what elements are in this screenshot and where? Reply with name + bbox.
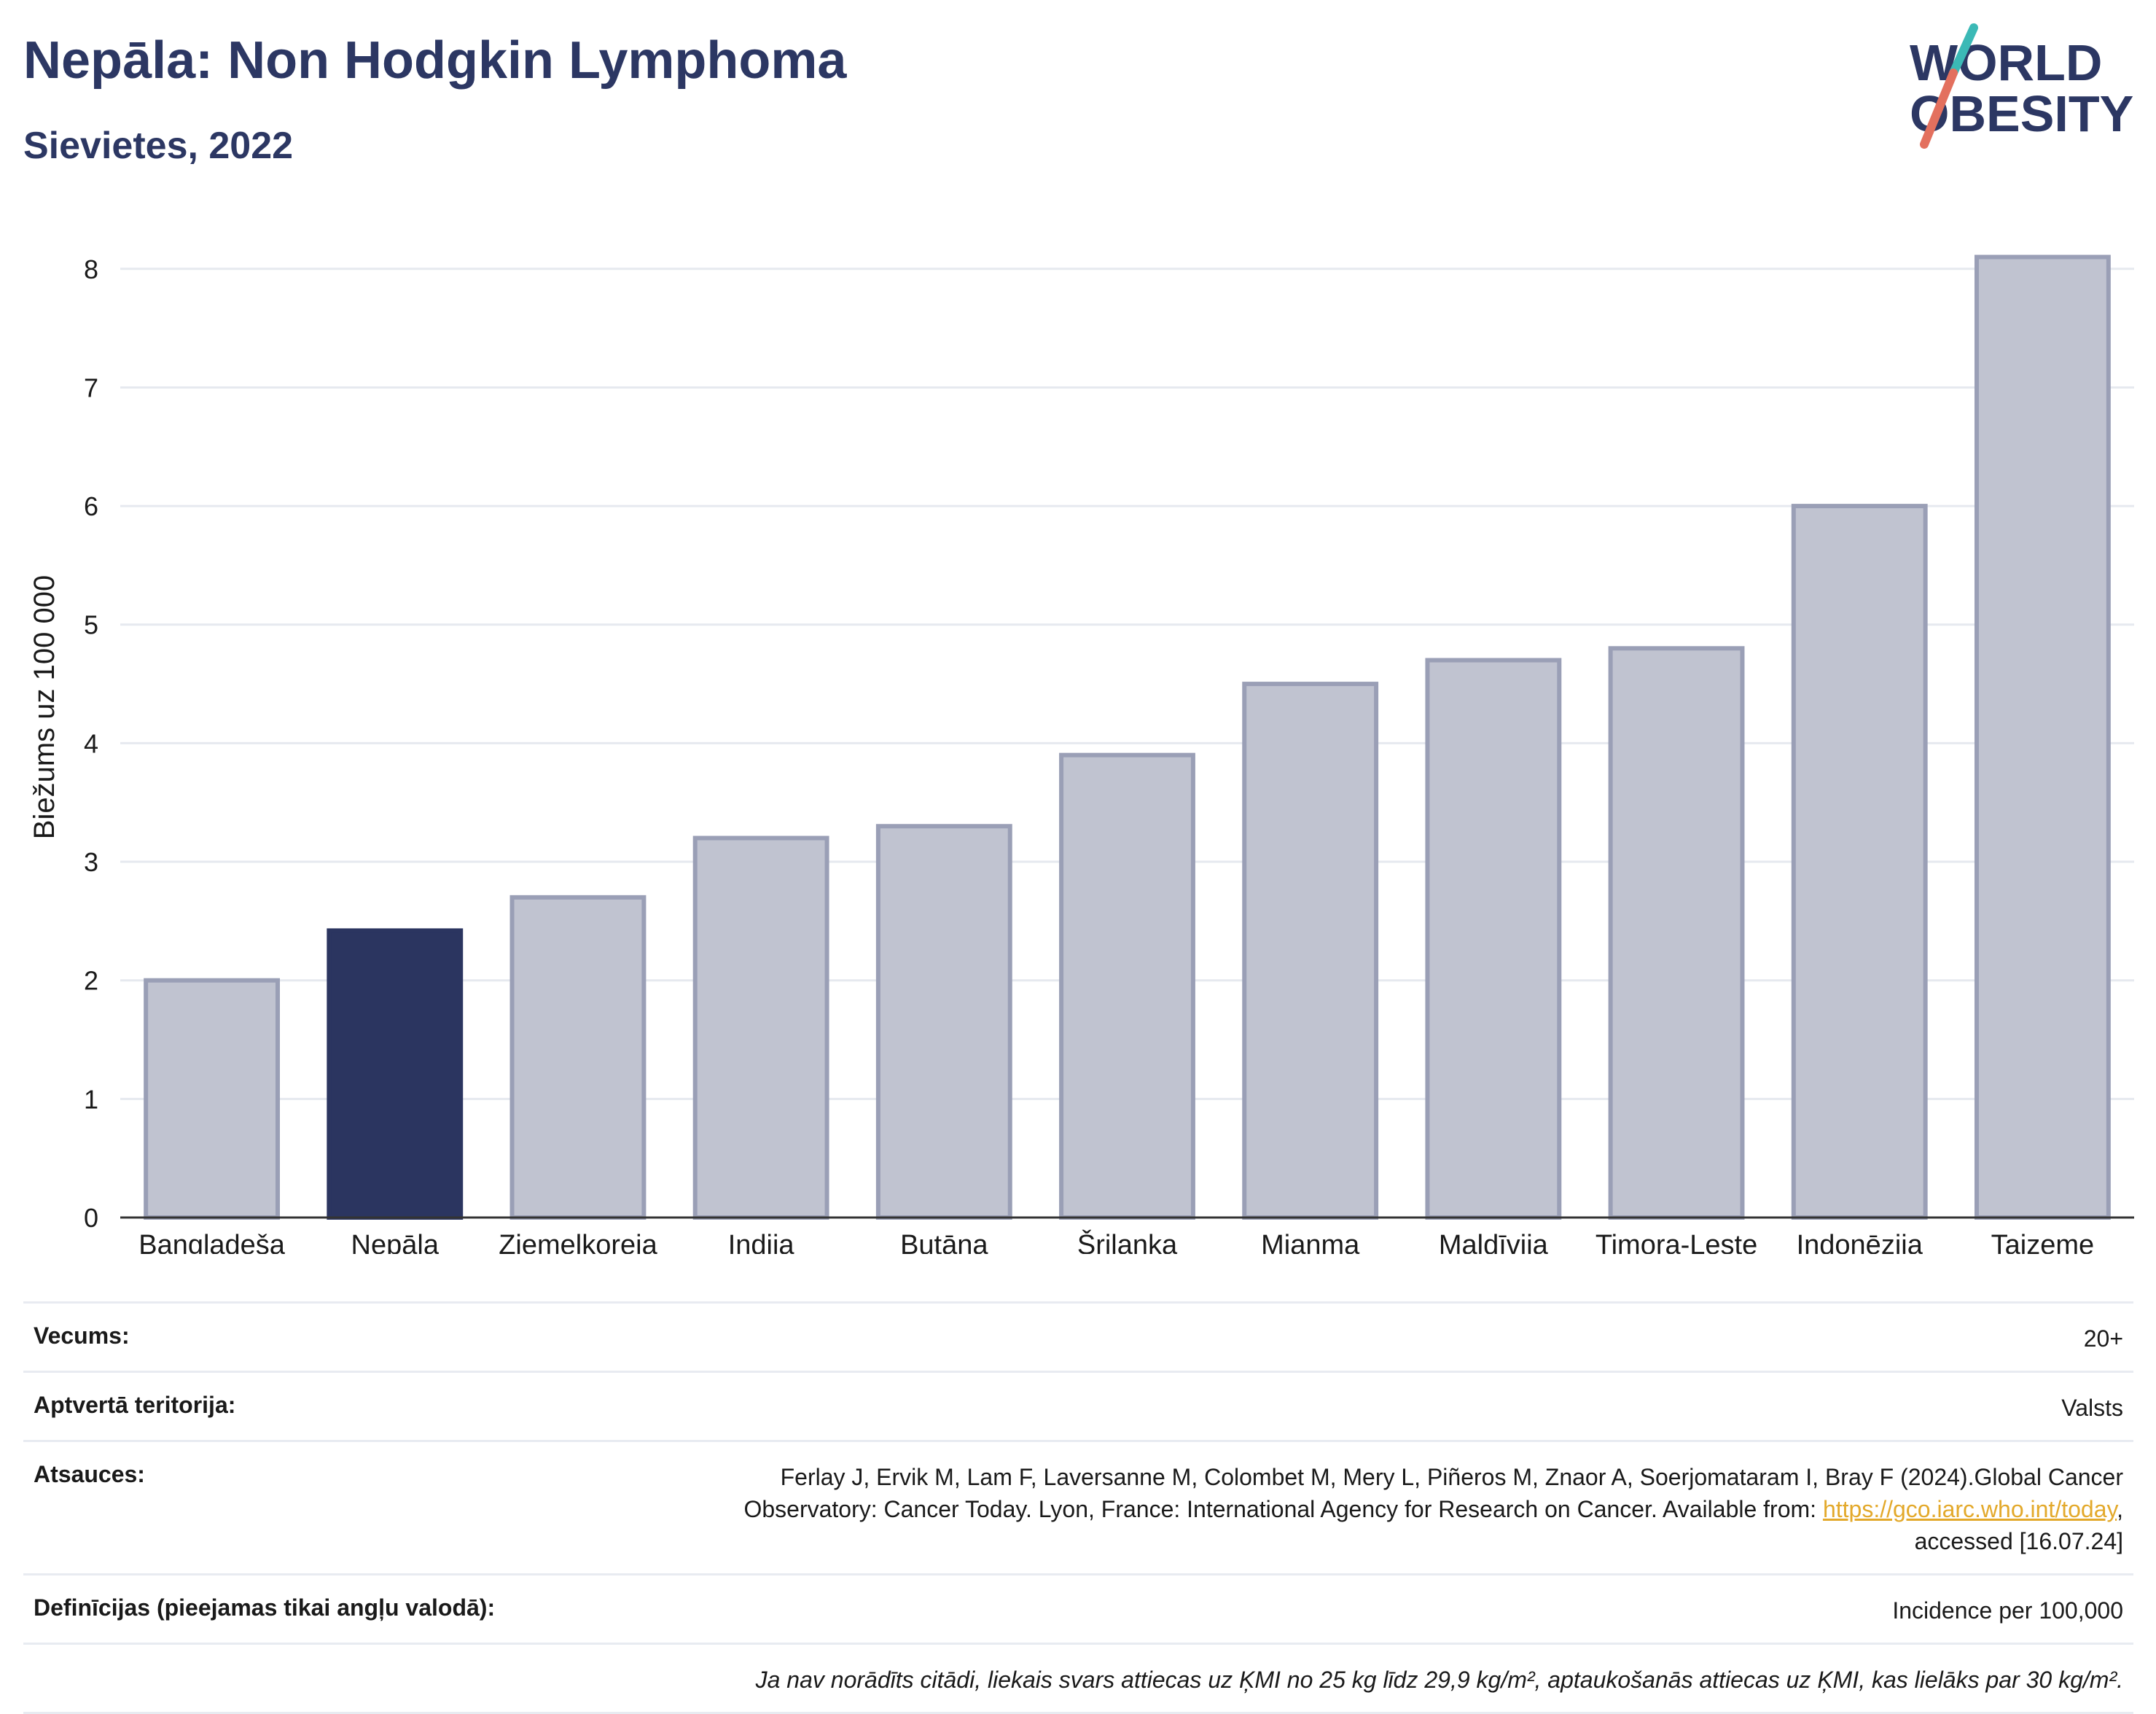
y-tick-label: 6: [84, 491, 98, 521]
x-tick-label: Indija: [728, 1230, 795, 1254]
bar-7: [1242, 682, 1379, 1220]
logo-line1: WORLD: [1910, 34, 2102, 91]
bar-3: [509, 895, 647, 1220]
x-tick-label: Timora-Leste: [1595, 1230, 1757, 1254]
x-tick-label: Butāna: [900, 1230, 988, 1254]
coverage-value: Valsts: [2061, 1395, 2123, 1421]
world-obesity-logo: WORLD OBESITY: [1910, 23, 2133, 149]
bar-8: [1425, 658, 1562, 1220]
metadata-table: Vecums: 20+ Aptvertā teritorija: Valsts …: [23, 1301, 2133, 1714]
y-tick-label: 7: [84, 373, 98, 402]
references-line1: Ferlay J, Ervik M, Lam F, Laversanne M, …: [780, 1464, 2123, 1490]
x-tick-label: Taizeme: [1991, 1230, 2095, 1254]
meta-row-references: Atsauces: Ferlay J, Ervik M, Lam F, Lave…: [23, 1440, 2133, 1573]
y-axis-label: Biežums uz 100 000: [28, 575, 60, 839]
x-tick-label: Indonēzija: [1797, 1230, 1923, 1254]
y-tick-label: 5: [84, 610, 98, 640]
x-tick-label: Nepāla: [351, 1230, 440, 1254]
y-tick-label: 8: [84, 254, 98, 284]
references-value: Ferlay J, Ervik M, Lam F, Laversanne M, …: [743, 1461, 2123, 1557]
coverage-label: Aptvertā teritorija:: [34, 1392, 236, 1418]
bar-2: [327, 928, 464, 1220]
y-tick-label: 2: [84, 966, 98, 996]
y-tick-label: 1: [84, 1084, 98, 1114]
x-tick-label: Ziemeļkoreja: [499, 1230, 657, 1254]
references-line2: Observatory: Cancer Today. Lyon, France:…: [743, 1496, 1823, 1522]
x-tick-label: Mjanma: [1261, 1230, 1360, 1254]
meta-row-definitions: Definīcijas (pieejamas tikai angļu valod…: [23, 1573, 2133, 1643]
definitions-value: Incidence per 100,000: [1892, 1597, 2123, 1624]
y-tick-label: 3: [84, 847, 98, 877]
references-label: Atsauces:: [34, 1461, 145, 1487]
meta-row-note: Ja nav norādīts citādi, liekais svars at…: [23, 1643, 2133, 1714]
bar-11: [1974, 254, 2111, 1220]
bar-9: [1608, 646, 1745, 1220]
references-line3: accessed [16.07.24]: [1914, 1528, 2123, 1554]
obesity-note: Ja nav norādīts citādi, liekais svars at…: [755, 1667, 2123, 1693]
meta-row-coverage: Aptvertā teritorija: Valsts: [23, 1371, 2133, 1440]
x-tick-label: Maldīvija: [1439, 1230, 1549, 1254]
page-subtitle: Sievietes, 2022: [23, 125, 294, 167]
bar-10: [1791, 504, 1928, 1220]
y-tick-label: 4: [84, 728, 98, 758]
age-label: Vecums:: [34, 1322, 130, 1349]
x-tick-label: Šrilanka: [1077, 1228, 1178, 1254]
bar-5: [875, 824, 1012, 1220]
age-value: 20+: [2083, 1325, 2123, 1352]
bar-1: [144, 978, 281, 1220]
meta-row-age: Vecums: 20+: [23, 1301, 2133, 1371]
references-line2-end: ,: [2117, 1496, 2123, 1522]
references-link[interactable]: https://gco.iarc.who.int/today: [1822, 1496, 2117, 1522]
page-title: Nepāla: Non Hodgkin Lymphoma: [23, 31, 847, 90]
definitions-label: Definīcijas (pieejamas tikai angļu valod…: [34, 1594, 496, 1621]
bar-4: [692, 835, 829, 1220]
x-tick-label: Bangladeša: [138, 1230, 286, 1254]
bar-chart: 0 1 2 3 4 5 6 7 8 Bangladeša Nepāla Ziemeļkoreja Ind…: [28, 254, 2134, 1254]
y-tick-label: 0: [84, 1203, 98, 1233]
bar-6: [1059, 752, 1195, 1220]
